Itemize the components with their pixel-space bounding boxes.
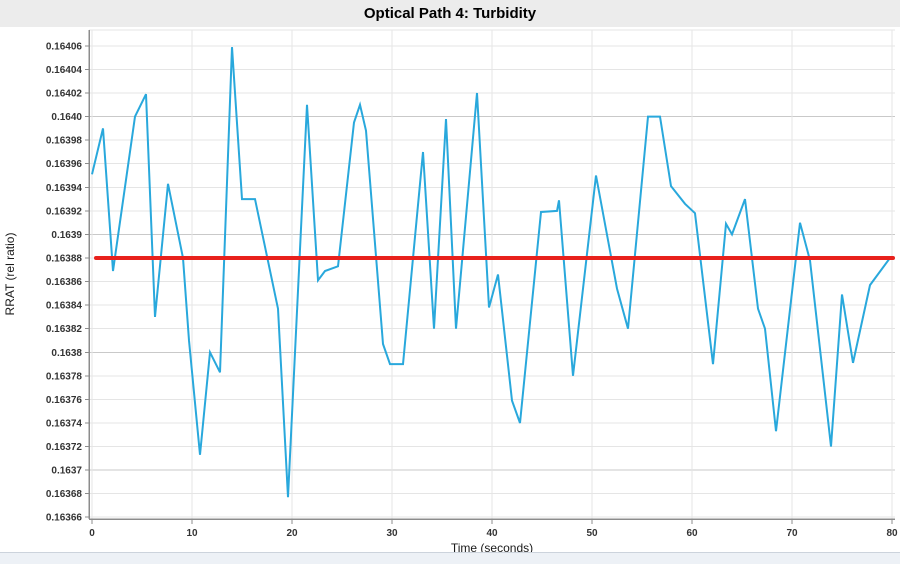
x-tick-label: 70 <box>786 528 798 539</box>
y-tick-label: 0.16368 <box>46 489 83 500</box>
y-tick-label: 0.16386 <box>46 277 83 288</box>
y-tick-label: 0.16398 <box>46 136 83 147</box>
chart-title-bar: Optical Path 4: Turbidity <box>0 0 900 27</box>
y-tick-label: 0.16402 <box>46 89 83 100</box>
x-tick-label: 50 <box>586 528 598 539</box>
x-tick-label: 0 <box>89 528 95 539</box>
y-tick-label: 0.1638 <box>51 348 82 359</box>
y-tick-label: 0.1640 <box>51 112 82 123</box>
chart-title: Optical Path 4: Turbidity <box>363 5 537 22</box>
y-axis-label: RRAT (rel ratio) <box>3 232 17 316</box>
y-tick-label: 0.16388 <box>46 254 83 265</box>
y-tick-label: 0.16376 <box>46 395 83 406</box>
x-tick-label: 40 <box>486 528 498 539</box>
x-tick-label: 30 <box>386 528 398 539</box>
y-tick-label: 0.16378 <box>46 371 83 382</box>
x-tick-label: 10 <box>186 528 198 539</box>
x-tick-label: 60 <box>686 528 698 539</box>
x-tick-label: 20 <box>286 528 298 539</box>
y-tick-label: 0.16406 <box>46 41 83 52</box>
y-tick-label: 0.16382 <box>46 324 83 335</box>
bottom-status-band <box>0 552 900 564</box>
y-tick-label: 0.16404 <box>46 65 83 76</box>
x-tick-label: 80 <box>886 528 898 539</box>
y-tick-label: 0.1637 <box>51 466 82 477</box>
y-tick-label: 0.16396 <box>46 159 83 170</box>
y-tick-label: 0.16394 <box>46 183 83 194</box>
y-tick-label: 0.16366 <box>46 513 83 524</box>
x-axis-label: Time (seconds) <box>450 541 534 555</box>
y-tick-label: 0.16392 <box>46 206 83 217</box>
y-tick-label: 0.1639 <box>51 230 82 241</box>
y-tick-label: 0.16372 <box>46 442 83 453</box>
turbidity-series-line <box>91 47 891 498</box>
y-tick-label: 0.16374 <box>46 418 83 429</box>
y-tick-label: 0.16384 <box>46 301 83 312</box>
